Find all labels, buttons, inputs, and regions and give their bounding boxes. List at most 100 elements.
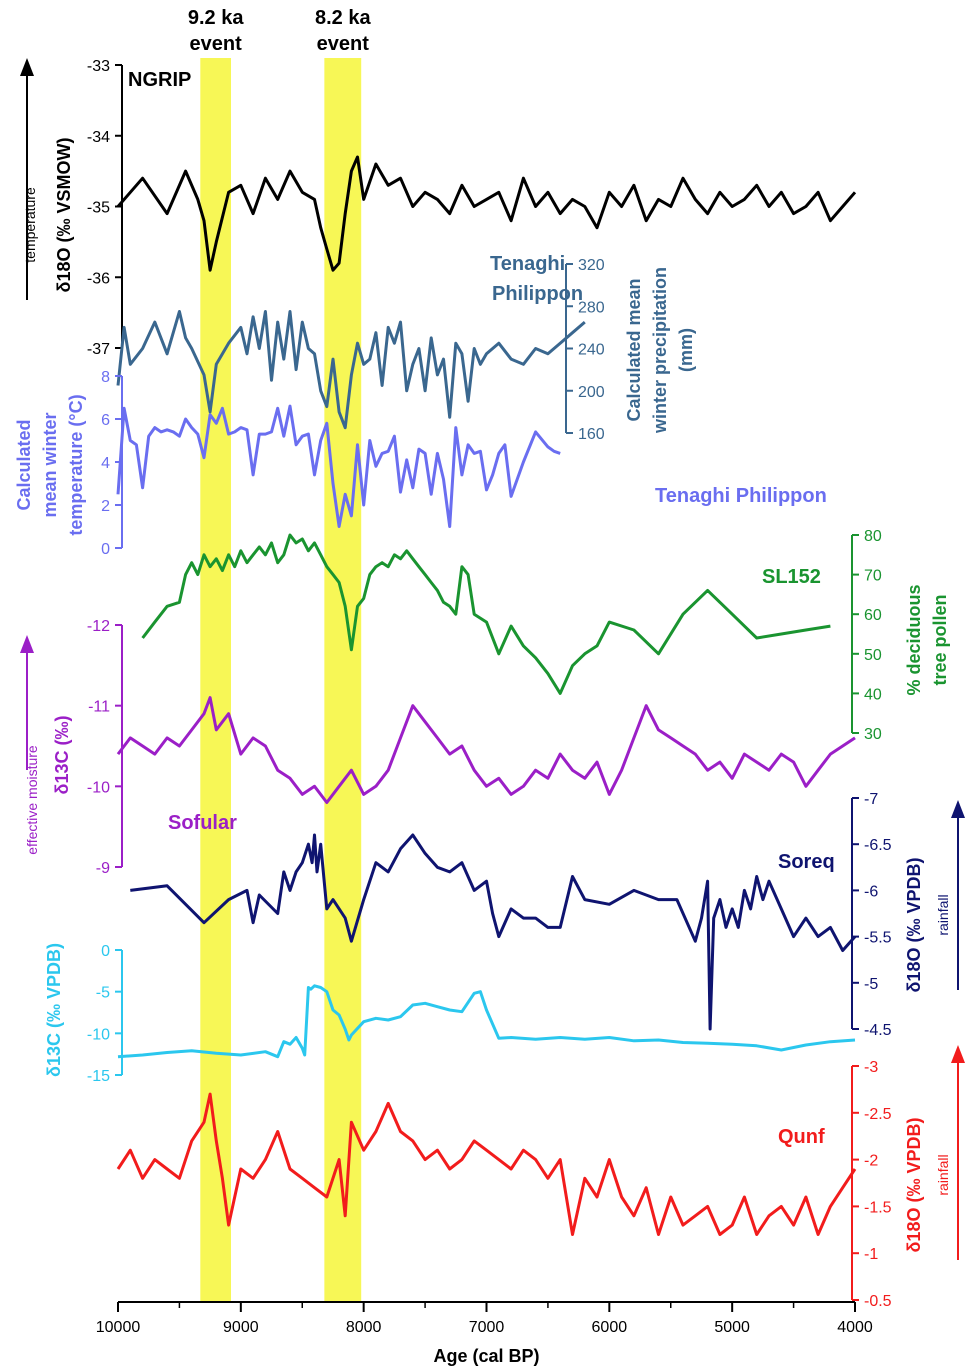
y-tick-label: 50 bbox=[864, 647, 882, 664]
series-name: NGRIP bbox=[128, 69, 191, 91]
y-tick-label: -3 bbox=[864, 1059, 878, 1076]
y-tick-label: -11 bbox=[88, 699, 110, 716]
y-axis-note: rainfall bbox=[935, 1154, 951, 1195]
series-name: Tenaghi Philippon bbox=[655, 485, 827, 507]
event-label-line1: 8.2 ka bbox=[315, 7, 371, 29]
series-line bbox=[116, 155, 857, 272]
y-tick-label: 30 bbox=[864, 726, 882, 743]
x-axis-title: Age (cal BP) bbox=[433, 1346, 539, 1366]
y-tick-label: -35 bbox=[87, 200, 110, 217]
y-tick-label: -5.5 bbox=[864, 930, 892, 947]
panel-3: 0 2 4 6 8 Tenaghi Philippon Calculated mean win… bbox=[14, 369, 827, 558]
y-tick-label: -1 bbox=[864, 1246, 878, 1263]
y-tick-label: 60 bbox=[864, 607, 882, 624]
y-tick-label: 320 bbox=[578, 257, 605, 274]
y-tick-label: 4 bbox=[101, 455, 110, 472]
y-axis-title-line: Calculated mean bbox=[624, 278, 644, 421]
y-tick-label: -10 bbox=[87, 1026, 110, 1043]
y-tick-label: -6 bbox=[864, 883, 878, 900]
series-line bbox=[116, 1092, 857, 1236]
y-tick-label: 70 bbox=[864, 568, 882, 585]
y-tick-label: -34 bbox=[87, 129, 110, 146]
x-tick-label: 6000 bbox=[592, 1319, 628, 1336]
series-line bbox=[116, 404, 561, 528]
y-tick-label: -4.5 bbox=[864, 1022, 892, 1039]
panel-5: -12 -11 -10 -9 Sofular δ13C (‰) effective mois… bbox=[24, 618, 856, 877]
y-tick-label: -37 bbox=[87, 341, 110, 358]
y-tick-label: 80 bbox=[864, 528, 882, 545]
y-tick-label: -5 bbox=[864, 976, 878, 993]
y-axis-note: temperature bbox=[22, 187, 38, 263]
event-label-line2: event bbox=[317, 33, 370, 55]
y-tick-label: -0.5 bbox=[864, 1293, 892, 1310]
y-tick-label: -7 bbox=[864, 791, 878, 808]
series-line bbox=[116, 310, 586, 430]
y-tick-label: 240 bbox=[578, 342, 605, 359]
y-axis-title-line: winter precipitation bbox=[650, 267, 670, 434]
x-tick-label: 8000 bbox=[346, 1319, 382, 1336]
y-tick-label: 160 bbox=[578, 426, 605, 443]
series-name: Qunf bbox=[778, 1126, 825, 1148]
series-name: Sofular bbox=[168, 812, 237, 834]
series-name-line1: Tenaghi bbox=[490, 253, 565, 275]
panel-7: 0 -5 -10 -15 δ13C (‰ VPDB) bbox=[44, 943, 856, 1085]
y-axis-note: effective moisture bbox=[24, 745, 40, 855]
y-tick-label: -15 bbox=[87, 1068, 110, 1085]
y-tick-label: 0 bbox=[101, 541, 110, 558]
y-tick-label: 200 bbox=[578, 384, 605, 401]
y-tick-label: 8 bbox=[101, 369, 110, 386]
y-axis-title-line: % deciduous bbox=[904, 584, 924, 695]
y-axis-title: δ13C (‰) bbox=[52, 716, 72, 795]
y-tick-label: -2.5 bbox=[864, 1106, 892, 1123]
y-tick-label: 40 bbox=[864, 686, 882, 703]
y-axis-title: δ18O (‰ VPDB) bbox=[904, 1118, 924, 1253]
y-tick-label: 2 bbox=[101, 498, 110, 515]
panel-6: -7 -6.5 -6 -5.5 -5 -4.5 Soreq δ18O (‰ VPDB) rain… bbox=[130, 791, 951, 1039]
x-tick-label: 4000 bbox=[837, 1319, 873, 1336]
y-tick-label: -5 bbox=[96, 985, 110, 1002]
direction-arrow-head bbox=[20, 635, 34, 653]
direction-arrow-head bbox=[951, 800, 965, 818]
y-tick-label: 0 bbox=[101, 943, 110, 960]
event-label-line1: 9.2 ka bbox=[188, 7, 244, 29]
series-line bbox=[116, 696, 856, 804]
y-tick-label: -33 bbox=[87, 58, 110, 75]
panel-4: 30 40 50 60 70 80 SL152 % deciduous tree pollen bbox=[141, 528, 950, 743]
panel-1: -33 -34 -35 -36 -37 NGRIP δ18O (‰ VSMOW) temper… bbox=[22, 58, 857, 358]
y-tick-label: 6 bbox=[101, 412, 110, 429]
y-axis-note: rainfall bbox=[935, 894, 951, 935]
series-line bbox=[141, 533, 831, 695]
y-tick-label: -1.5 bbox=[864, 1199, 892, 1216]
series-line bbox=[117, 984, 856, 1059]
y-tick-label: -9 bbox=[96, 860, 110, 877]
y-tick-label: -10 bbox=[87, 779, 110, 796]
panel-8: -3 -2.5 -2 -1.5 -1 -0.5 Qunf δ18O (‰ VPDB) rainf… bbox=[116, 1059, 951, 1310]
event-band-1 bbox=[200, 58, 232, 1302]
x-tick-label: 7000 bbox=[469, 1319, 505, 1336]
direction-arrow-head bbox=[20, 58, 34, 76]
y-axis-title-line: temperature (°C) bbox=[66, 394, 86, 535]
y-axis-title: δ18O (‰ VPDB) bbox=[904, 858, 924, 993]
series-name: Soreq bbox=[778, 851, 835, 873]
x-tick-label: 10000 bbox=[96, 1319, 141, 1336]
direction-arrow-head bbox=[951, 1045, 965, 1063]
event-label-line2: event bbox=[190, 33, 243, 55]
y-axis-title-line: (mm) bbox=[676, 328, 696, 372]
y-axis-title: δ13C (‰ VPDB) bbox=[44, 943, 64, 1077]
y-tick-label: -36 bbox=[87, 270, 110, 287]
panel-2: 160 200 240 280 320 Tenaghi Philippon Calculate… bbox=[116, 253, 696, 443]
x-axis: 10000 9000 8000 7000 6000 5000 4000 Age (cal BP… bbox=[96, 1301, 873, 1366]
y-axis-title: δ18O (‰ VSMOW) bbox=[54, 138, 74, 293]
x-tick-label: 9000 bbox=[223, 1319, 259, 1336]
y-tick-label: -6.5 bbox=[864, 837, 892, 854]
y-tick-label: -12 bbox=[87, 618, 110, 635]
x-tick-label: 5000 bbox=[714, 1319, 750, 1336]
y-axis-title-line: tree pollen bbox=[930, 594, 950, 685]
series-name-line2: Philippon bbox=[492, 283, 583, 305]
y-axis-title-line: mean winter bbox=[40, 412, 60, 517]
series-name: SL152 bbox=[762, 566, 821, 588]
series-line bbox=[130, 833, 857, 1031]
y-axis-title-line: Calculated bbox=[14, 419, 34, 510]
